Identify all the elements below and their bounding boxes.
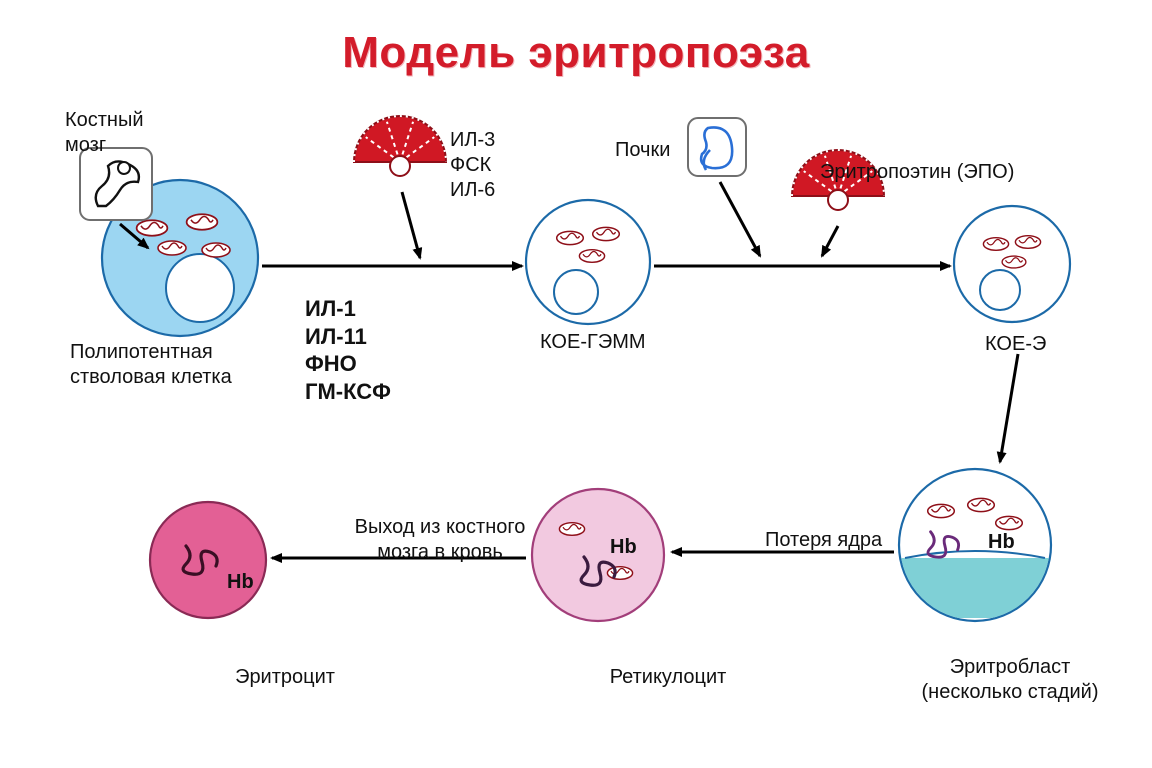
label-stem-caption: Полипотентная стволовая клетка	[70, 340, 232, 390]
label-bone-marrow: Костный мозг	[65, 108, 144, 158]
label-erythroblast: Эритробласт (несколько стадий)	[880, 655, 1140, 705]
label-exit-marrow: Выход из костного мозга в кровь	[310, 515, 570, 565]
bone-icon	[80, 148, 152, 220]
label-factors-mid: ИЛ-1 ИЛ-11 ФНО ГМ-КСФ	[305, 295, 391, 405]
diagram-stage: { "canvas": { "width": 1152, "height": 7…	[0, 0, 1152, 768]
label-hb-eryth: Hb	[227, 570, 254, 595]
label-erythrocyte: Эритроцит	[155, 665, 415, 690]
label-kidneys: Почки	[615, 138, 670, 163]
arrow-rec1-to-arrow	[402, 192, 420, 258]
kidney-icon	[688, 118, 746, 176]
arrow-kidney-to-arrow	[720, 182, 760, 256]
arrow-rec2-to-arrow	[822, 226, 838, 256]
receptor-1-icon	[354, 116, 446, 176]
label-cfu-e: КОЕ-Э	[985, 332, 1046, 357]
label-loss-nucleus: Потеря ядра	[765, 528, 882, 553]
label-reticulocyte: Ретикулоцит	[538, 665, 798, 690]
arrow-cfue-down	[1000, 354, 1018, 462]
label-hb-blast: Hb	[988, 530, 1015, 555]
cell-erythrocyte	[150, 502, 266, 618]
label-hb-retic: Hb	[610, 535, 637, 560]
label-cfu-gemm: КОЕ-ГЭММ	[540, 330, 646, 355]
cell-erythroblast	[899, 469, 1051, 621]
label-epo: Эритропоэтин (ЭПО)	[820, 160, 1014, 185]
label-factors-top: ИЛ-3 ФСК ИЛ-6	[450, 128, 495, 203]
